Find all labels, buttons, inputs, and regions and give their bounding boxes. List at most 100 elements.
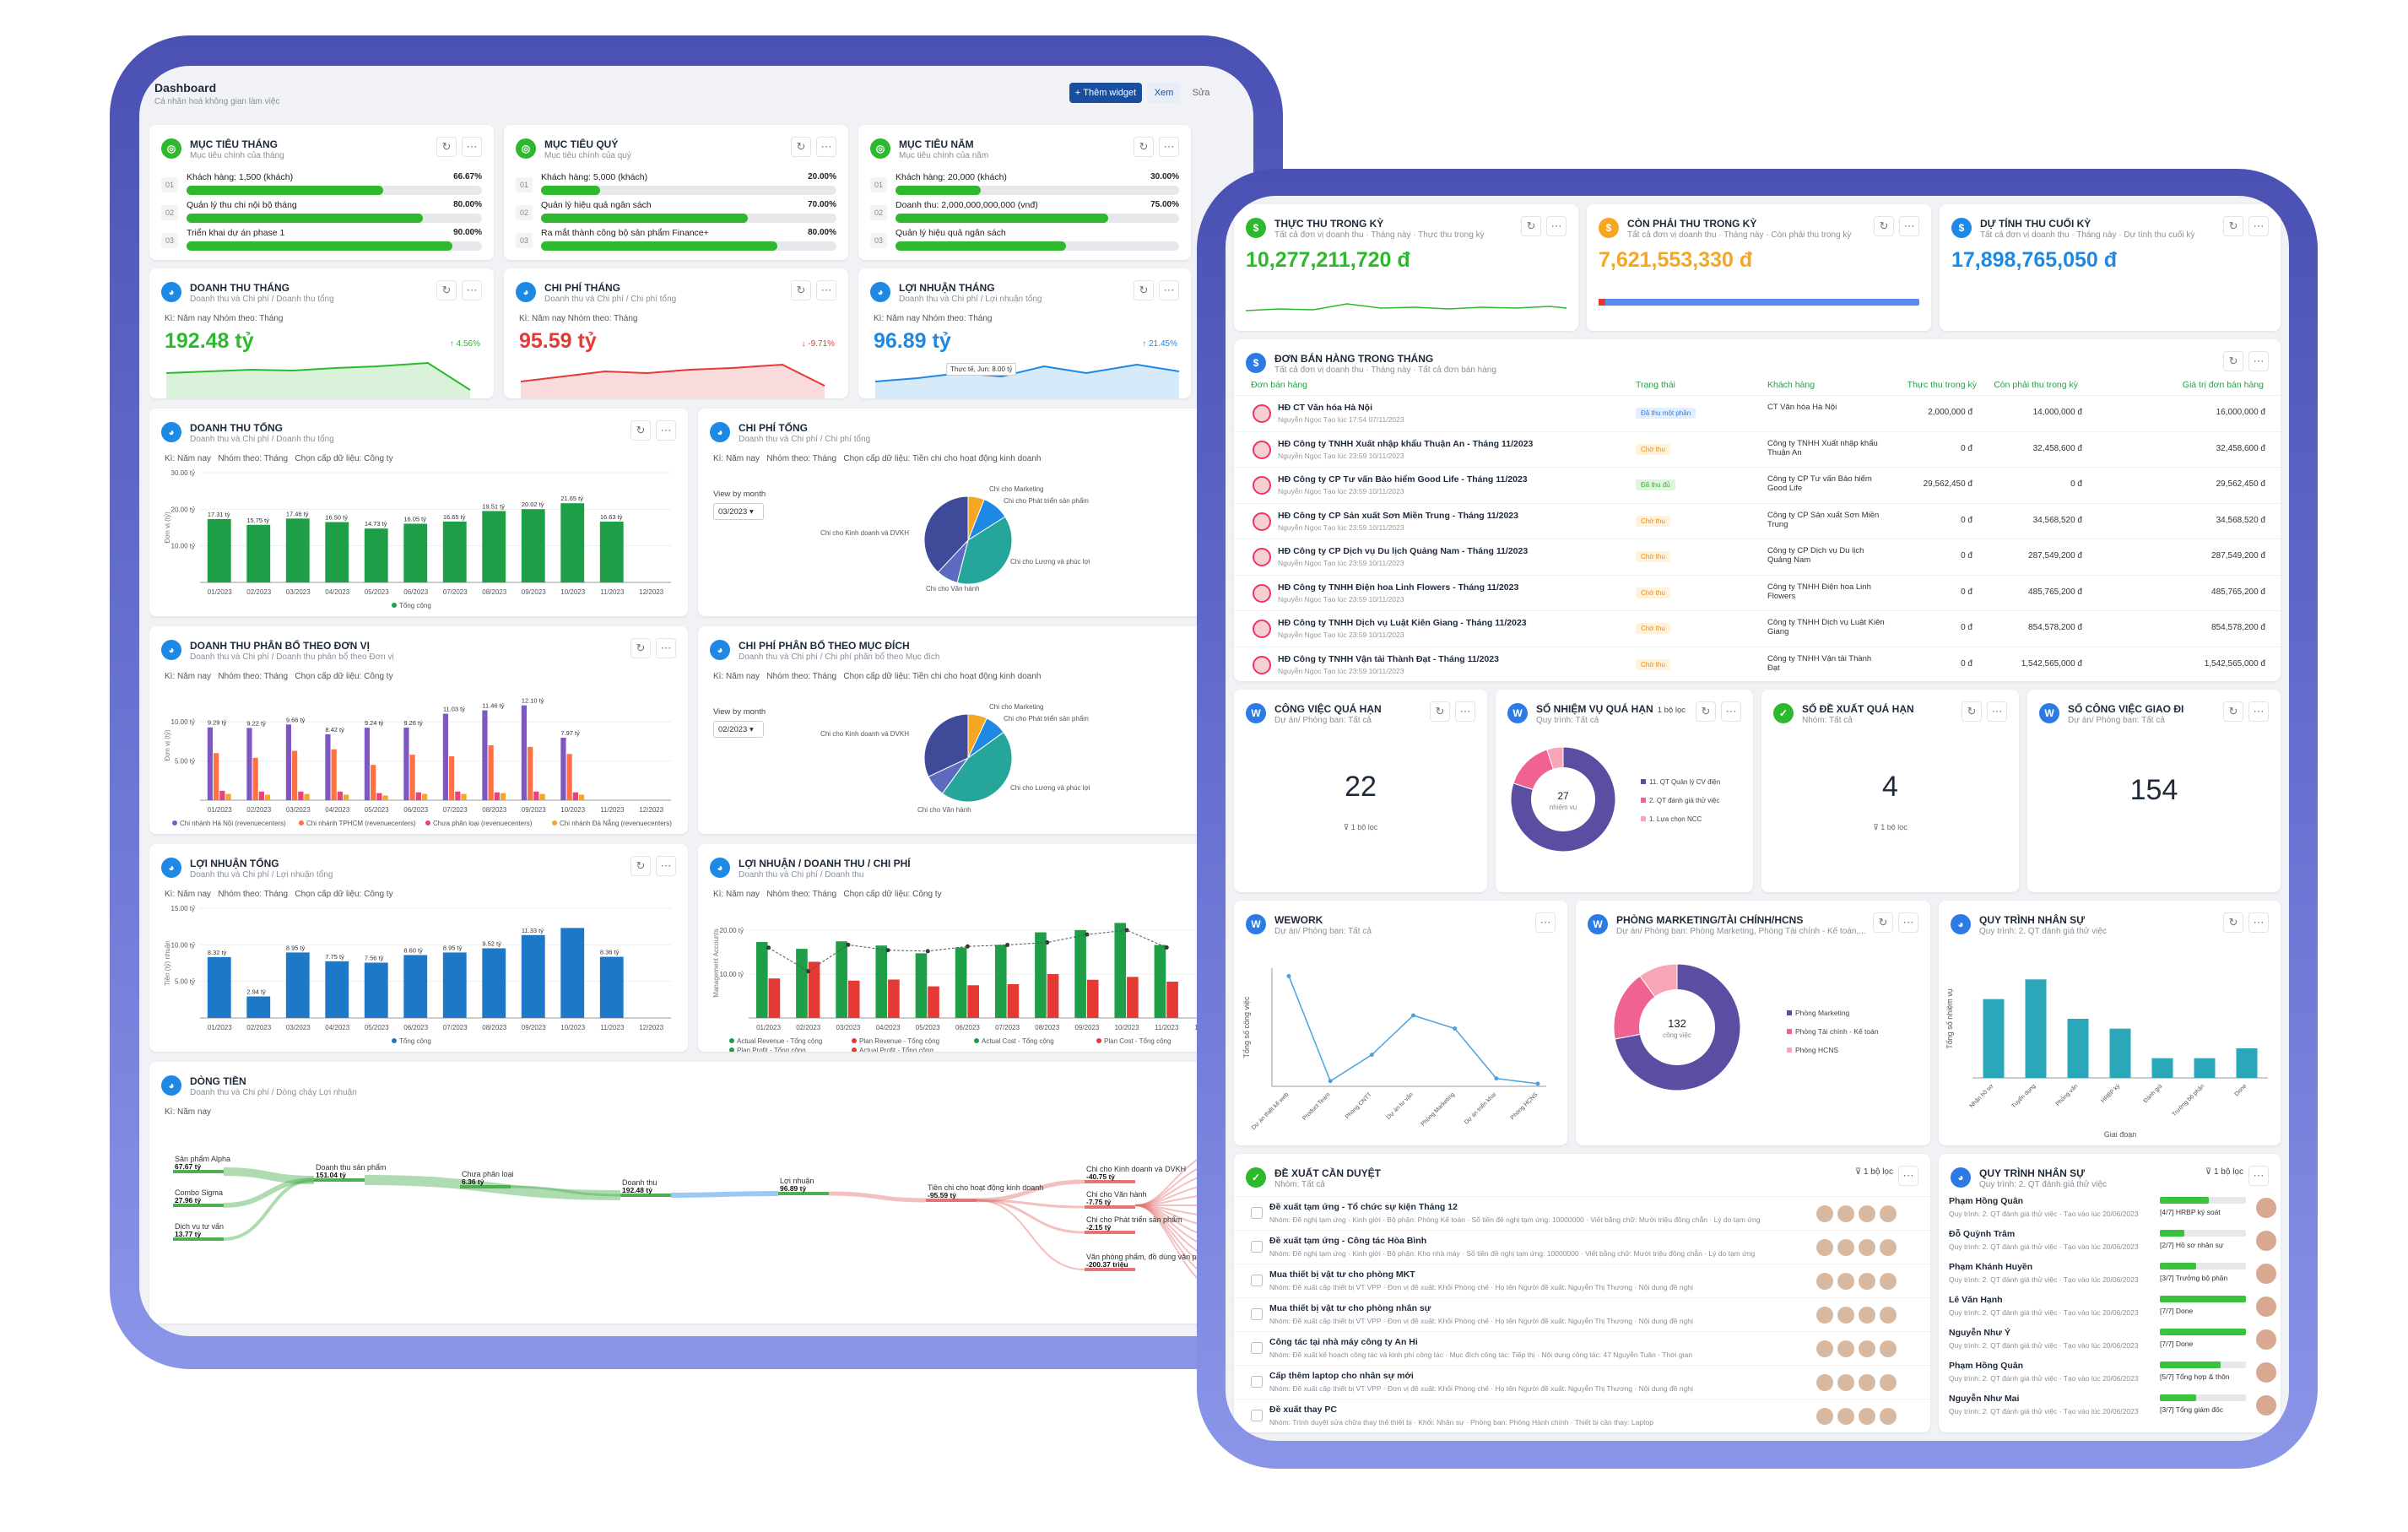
refresh-icon[interactable]: ↻ (1134, 280, 1154, 300)
refresh-icon[interactable]: ↻ (1962, 701, 1982, 722)
more-icon[interactable]: ⋯ (1898, 912, 1918, 933)
more-icon[interactable]: ⋯ (816, 137, 836, 157)
month-select[interactable]: 02/2023 ▾ (713, 721, 764, 738)
proposal-title[interactable]: Mua thiết bị vật tư cho phòng MKT (1269, 1269, 1415, 1280)
list-item[interactable]: Nguyễn Như Ý Quy trình: 2. QT đánh giá th… (1939, 1326, 2281, 1358)
refresh-icon[interactable]: ↻ (791, 280, 811, 300)
more-icon[interactable]: ⋯ (462, 280, 482, 300)
chart-filters[interactable]: Kì: Năm nay Nhóm theo: Tháng Chọn cấp dữ… (165, 672, 393, 681)
kpi-filters[interactable]: Kì: Năm nay Nhóm theo: Tháng (165, 314, 284, 323)
refresh-icon[interactable]: ↻ (1873, 912, 1893, 933)
month-select[interactable]: 03/2023 ▾ (713, 503, 764, 520)
order-name[interactable]: HĐ Công ty TNHH Dịch vụ Luật Kiên Giang … (1278, 618, 1527, 628)
refresh-icon[interactable]: ↻ (1696, 701, 1716, 722)
list-item[interactable]: Lê Văn Hạnh Quy trình: 2. QT đánh giá thử… (1939, 1293, 2281, 1325)
list-item[interactable]: Mua thiết bị vật tư cho phòng nhân sự Nhó… (1234, 1297, 1930, 1331)
more-icon[interactable]: ⋯ (1159, 280, 1179, 300)
table-row[interactable]: HĐ Công ty CP Dịch vụ Du lịch Quảng Nam … (1234, 539, 2281, 575)
order-name[interactable]: HĐ Công ty CP Sản xuất Sơn Miền Trung - … (1278, 510, 1518, 521)
order-name[interactable]: HĐ Công ty TNHH Điện hoa Linh Flowers - … (1278, 582, 1519, 593)
refresh-icon[interactable]: ↻ (1874, 216, 1894, 236)
refresh-icon[interactable]: ↻ (2223, 912, 2243, 933)
list-item[interactable]: Đề xuất tạm ứng - Tổ chức sự kiện Tháng … (1234, 1196, 1930, 1230)
filter-badge[interactable]: ⊽ 1 bộ lọc (2205, 1167, 2243, 1177)
refresh-icon[interactable]: ↻ (436, 280, 457, 300)
more-icon[interactable]: ⋯ (2248, 1166, 2269, 1186)
more-icon[interactable]: ⋯ (1898, 1166, 1918, 1186)
proposal-title[interactable]: Công tác tại nhà máy công ty An Hi (1269, 1337, 1418, 1347)
more-icon[interactable]: ⋯ (1899, 216, 1919, 236)
row-checkbox[interactable] (1251, 1308, 1263, 1320)
refresh-icon[interactable]: ↻ (630, 856, 651, 876)
more-icon[interactable]: ⋯ (2248, 912, 2269, 933)
more-icon[interactable]: ⋯ (656, 420, 676, 441)
employee-name[interactable]: Đỗ Quỳnh Trâm (1949, 1229, 2016, 1239)
table-row[interactable]: HĐ Công ty TNHH Xuất nhập khẩu Thuận An … (1234, 430, 2281, 468)
refresh-icon[interactable]: ↻ (630, 420, 651, 441)
employee-name[interactable]: Phạm Hồng Quân (1949, 1196, 2024, 1206)
more-icon[interactable]: ⋯ (656, 856, 676, 876)
employee-name[interactable]: Nguyễn Như Mai (1949, 1394, 2020, 1404)
table-row[interactable]: HĐ Công ty TNHH Điện hoa Linh Flowers - … (1234, 574, 2281, 611)
refresh-icon[interactable]: ↻ (791, 137, 811, 157)
refresh-icon[interactable]: ↻ (630, 638, 651, 658)
proposal-title[interactable]: Cấp thêm laptop cho nhân sự mới (1269, 1371, 1414, 1381)
more-icon[interactable]: ⋯ (816, 280, 836, 300)
view-button[interactable]: Xem (1147, 83, 1181, 103)
employee-name[interactable]: Phạm Khánh Huyền (1949, 1262, 2033, 1272)
chart-filters[interactable]: Kì: Năm nay (165, 1107, 212, 1117)
more-icon[interactable]: ⋯ (1546, 216, 1567, 236)
list-item[interactable]: Cấp thêm laptop cho nhân sự mới Nhóm: Đề … (1234, 1365, 1930, 1399)
filter-badge[interactable]: ⊽ 1 bộ lọc (1854, 1167, 1893, 1177)
list-item[interactable]: Đỗ Quỳnh Trâm Quy trình: 2. QT đánh giá t… (1939, 1227, 2281, 1259)
refresh-icon[interactable]: ↻ (2223, 351, 2243, 371)
order-name[interactable]: HĐ Công ty CP Dịch vụ Du lịch Quảng Nam … (1278, 546, 1529, 556)
row-checkbox[interactable] (1251, 1241, 1263, 1253)
more-icon[interactable]: ⋯ (462, 137, 482, 157)
kpi-filters[interactable]: Kì: Năm nay Nhóm theo: Tháng (519, 314, 638, 323)
refresh-icon[interactable]: ↻ (2223, 216, 2243, 236)
list-item[interactable]: Nguyễn Như Mai Quy trình: 2. QT đánh giá … (1939, 1392, 2281, 1424)
row-checkbox[interactable] (1251, 1207, 1263, 1219)
more-icon[interactable]: ⋯ (2248, 351, 2269, 371)
refresh-icon[interactable]: ↻ (436, 137, 457, 157)
list-item[interactable]: Phạm Hồng Quân Quy trình: 2. QT đánh giá … (1939, 1359, 2281, 1391)
kpi-filters[interactable]: Kì: Năm nay Nhóm theo: Tháng (874, 314, 993, 323)
chart-filters[interactable]: Kì: Năm nay Nhóm theo: Tháng Chọn cấp dữ… (713, 454, 1042, 463)
proposal-title[interactable]: Đề xuất tạm ứng - Công tác Hòa Bình (1269, 1236, 1427, 1246)
more-icon[interactable]: ⋯ (2248, 701, 2269, 722)
more-icon[interactable]: ⋯ (1159, 137, 1179, 157)
order-name[interactable]: HĐ CT Văn hóa Hà Nội (1278, 403, 1373, 413)
more-icon[interactable]: ⋯ (1721, 701, 1741, 722)
list-item[interactable]: Phạm Khánh Huyền Quy trình: 2. QT đánh gi… (1939, 1260, 2281, 1292)
table-row[interactable]: HĐ CT Văn hóa Hà Nội Nguyễn Ngọc Tạo lúc … (1234, 395, 2281, 431)
refresh-icon[interactable]: ↻ (1430, 701, 1450, 722)
employee-name[interactable]: Nguyễn Như Ý (1949, 1328, 2010, 1338)
refresh-icon[interactable]: ↻ (2223, 701, 2243, 722)
order-name[interactable]: HĐ Công ty CP Tư vấn Bảo hiểm Good Life … (1278, 474, 1528, 485)
add-widget-button[interactable]: + Thêm widget (1069, 83, 1142, 103)
table-row[interactable]: HĐ Công ty TNHH Vận tải Thành Đạt - Thán… (1234, 646, 2281, 682)
employee-name[interactable]: Lê Văn Hạnh (1949, 1295, 2003, 1305)
more-icon[interactable]: ⋯ (656, 638, 676, 658)
refresh-icon[interactable]: ↻ (1521, 216, 1541, 236)
row-checkbox[interactable] (1251, 1275, 1263, 1286)
order-name[interactable]: HĐ Công ty TNHH Vận tải Thành Đạt - Thán… (1278, 653, 1499, 664)
more-icon[interactable]: ⋯ (2248, 216, 2269, 236)
list-item[interactable]: Mua thiết bị vật tư cho phòng MKT Nhóm: Đ… (1234, 1264, 1930, 1297)
list-item[interactable]: Đề xuất thay PC Nhóm: Trình duyệt sửa chữ… (1234, 1399, 1930, 1432)
table-row[interactable]: HĐ Công ty TNHH Dịch vụ Luật Kiên Giang … (1234, 610, 2281, 647)
list-item[interactable]: Đề xuất tạm ứng - Công tác Hòa Bình Nhóm:… (1234, 1230, 1930, 1264)
refresh-icon[interactable]: ↻ (1134, 137, 1154, 157)
edit-button[interactable]: Sửa (1192, 88, 1210, 98)
row-checkbox[interactable] (1251, 1342, 1263, 1354)
list-item[interactable]: Phạm Hồng Quân Quy trình: 2. QT đánh giá … (1939, 1194, 2281, 1226)
proposal-title[interactable]: Đề xuất thay PC (1269, 1405, 1337, 1415)
order-name[interactable]: HĐ Công ty TNHH Xuất nhập khẩu Thuận An … (1278, 438, 1534, 449)
more-icon[interactable]: ⋯ (1987, 701, 2007, 722)
chart-filters[interactable]: Kì: Năm nay Nhóm theo: Tháng Chọn cấp dữ… (713, 890, 942, 899)
proposal-title[interactable]: Đề xuất tạm ứng - Tổ chức sự kiện Tháng … (1269, 1202, 1458, 1212)
row-checkbox[interactable] (1251, 1376, 1263, 1388)
employee-name[interactable]: Phạm Hồng Quân (1949, 1361, 2024, 1371)
list-item[interactable]: Công tác tại nhà máy công ty An Hi Nhóm: … (1234, 1331, 1930, 1365)
